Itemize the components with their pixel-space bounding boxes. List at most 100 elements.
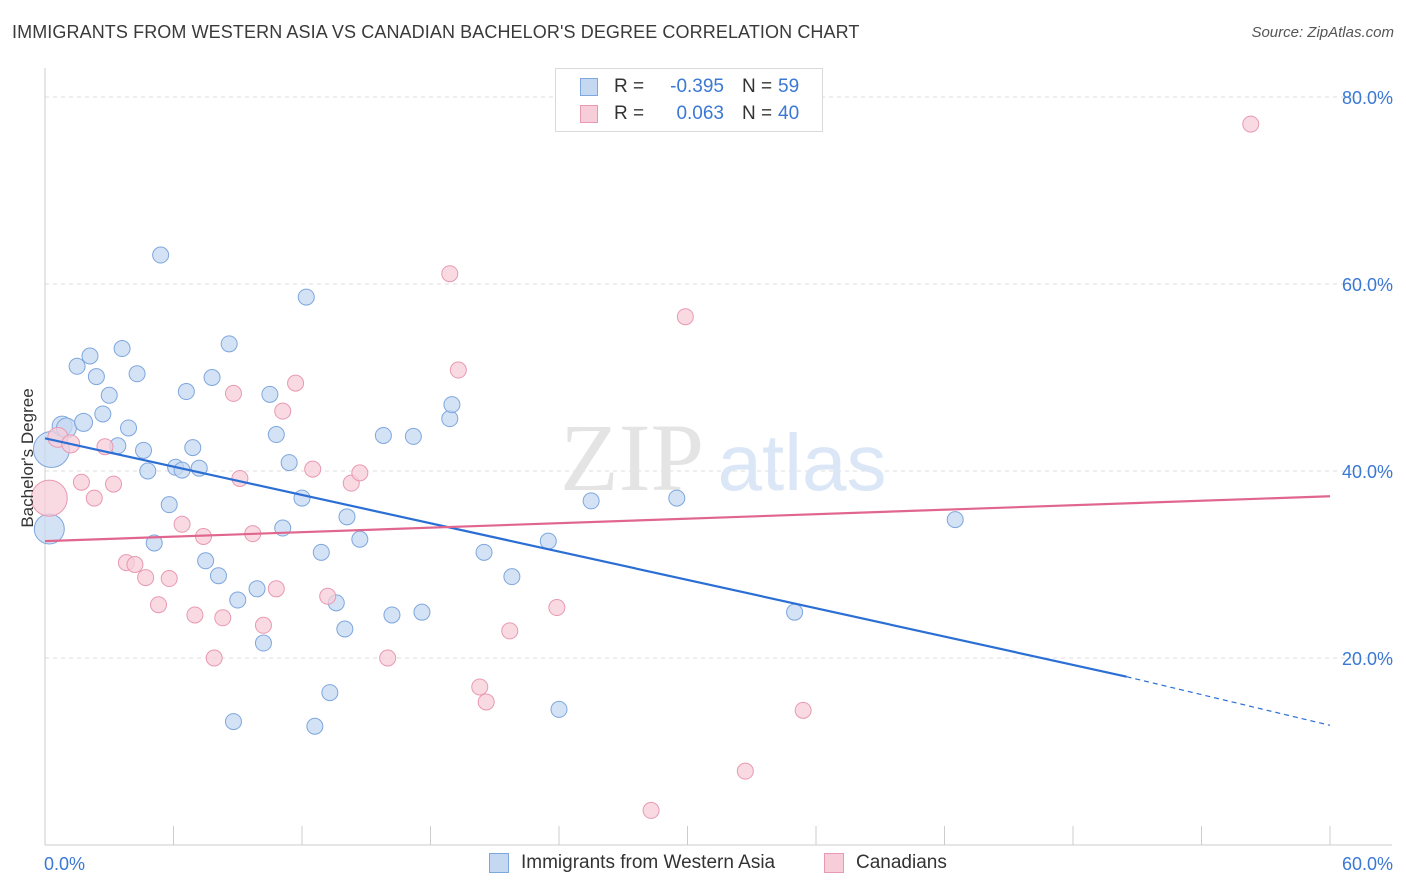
series-legend: Immigrants from Western Asia Canadians bbox=[0, 852, 1406, 876]
chart-title: IMMIGRANTS FROM WESTERN ASIA VS CANADIAN… bbox=[12, 22, 860, 42]
data-point-pink bbox=[173, 515, 191, 533]
data-point-blue bbox=[68, 357, 86, 375]
data-point-pink bbox=[85, 489, 103, 507]
data-point-blue bbox=[413, 603, 431, 621]
data-point-pink bbox=[676, 308, 694, 326]
data-point-pink bbox=[794, 701, 812, 719]
legend-r-label: R = bbox=[614, 76, 645, 97]
data-point-blue bbox=[74, 412, 94, 432]
data-point-blue bbox=[293, 489, 311, 507]
legend-n-label: N = bbox=[742, 103, 773, 124]
data-point-pink bbox=[449, 361, 467, 379]
data-point-blue bbox=[229, 591, 247, 609]
data-point-blue bbox=[475, 543, 493, 561]
series-legend-item-pink[interactable]: Canadians bbox=[824, 852, 947, 874]
data-point-blue bbox=[306, 717, 324, 735]
data-point-blue bbox=[152, 246, 170, 264]
legend-n-label: N = bbox=[742, 76, 773, 97]
data-point-blue bbox=[100, 386, 118, 404]
data-point-blue bbox=[280, 454, 298, 472]
y-tick-label: 20.0% bbox=[1342, 649, 1393, 669]
data-point-blue bbox=[139, 462, 157, 480]
legend-row-blue: R = -0.395 N = 59 bbox=[580, 74, 799, 100]
data-point-blue bbox=[128, 365, 146, 383]
data-point-blue bbox=[113, 340, 131, 358]
data-point-blue bbox=[220, 335, 238, 353]
data-point-pink bbox=[319, 587, 337, 605]
data-point-blue bbox=[336, 620, 354, 638]
data-point-blue bbox=[33, 513, 65, 545]
data-point-blue bbox=[254, 634, 272, 652]
data-point-pink bbox=[642, 801, 660, 819]
data-point-pink bbox=[501, 622, 519, 640]
data-point-blue bbox=[321, 684, 339, 702]
data-point-blue bbox=[145, 534, 163, 552]
x-tick-label: 0.0% bbox=[44, 854, 85, 874]
series-swatch-pink bbox=[824, 853, 844, 873]
series-legend-label: Immigrants from Western Asia bbox=[521, 852, 776, 873]
trend-line-pink bbox=[44, 495, 1331, 543]
data-point-blue bbox=[135, 441, 153, 459]
data-point-pink bbox=[254, 616, 272, 634]
data-point-pink bbox=[351, 464, 369, 482]
data-point-pink bbox=[126, 556, 144, 573]
data-point-blue bbox=[441, 410, 459, 428]
data-point-pink bbox=[267, 580, 285, 598]
data-point-blue bbox=[374, 426, 392, 444]
correlation-legend: R = -0.395 N = 59 R = 0.063 N = 40 bbox=[555, 68, 823, 132]
legend-n-value: 40 bbox=[778, 103, 800, 124]
data-point-blue bbox=[383, 606, 401, 624]
data-point-pink bbox=[548, 599, 566, 617]
y-axis-label: Bachelor's Degree bbox=[18, 388, 37, 528]
source-label: Source: ZipAtlas.com bbox=[1251, 24, 1394, 41]
tick-label-layer: 20.0% 40.0% 60.0% 80.0% 0.0% 60.0% bbox=[44, 88, 1393, 874]
data-point-pink bbox=[477, 693, 495, 711]
data-point-pink bbox=[105, 475, 123, 493]
data-point-blue bbox=[81, 347, 99, 365]
data-point-blue bbox=[203, 369, 221, 386]
data-point-blue bbox=[224, 713, 242, 731]
trend-line-blue-extension bbox=[1126, 676, 1331, 726]
data-point-blue bbox=[297, 288, 315, 306]
legend-row-pink: R = 0.063 N = 40 bbox=[580, 101, 799, 127]
data-point-blue bbox=[946, 511, 964, 529]
trend-line-blue bbox=[44, 437, 1127, 678]
data-point-blue bbox=[550, 700, 568, 718]
data-point-pink bbox=[160, 570, 178, 588]
data-point-blue bbox=[668, 489, 686, 507]
legend-swatch-pink bbox=[580, 105, 598, 123]
data-point-blue bbox=[209, 567, 227, 585]
series-legend-label: Canadians bbox=[856, 852, 947, 873]
data-point-pink bbox=[231, 469, 249, 487]
grid-layer bbox=[45, 96, 1392, 659]
trend-layer bbox=[44, 437, 1331, 726]
legend-r-value: 0.063 bbox=[676, 103, 724, 124]
data-point-pink bbox=[137, 569, 155, 587]
data-point-pink bbox=[304, 460, 322, 478]
data-point-blue bbox=[120, 419, 138, 437]
data-point-blue bbox=[312, 543, 330, 561]
data-point-pink bbox=[205, 649, 223, 667]
legend-r-value: -0.395 bbox=[670, 76, 724, 97]
legend-r-label: R = bbox=[614, 103, 645, 124]
data-point-pink bbox=[471, 678, 489, 696]
legend-swatch-blue bbox=[580, 78, 598, 96]
legend-n-value: 59 bbox=[778, 76, 800, 97]
series-legend-item-blue[interactable]: Immigrants from Western Asia bbox=[489, 852, 775, 874]
data-point-blue bbox=[503, 568, 521, 586]
data-point-blue bbox=[87, 368, 105, 386]
data-point-pink bbox=[214, 609, 232, 627]
data-point-pink bbox=[441, 265, 459, 283]
data-point-pink bbox=[30, 479, 68, 517]
data-point-blue bbox=[261, 385, 279, 403]
data-point-blue bbox=[94, 405, 112, 423]
data-point-pink bbox=[224, 384, 242, 402]
data-point-pink bbox=[150, 596, 168, 614]
data-point-pink bbox=[72, 473, 90, 491]
data-point-pink bbox=[186, 606, 204, 624]
y-tick-label: 40.0% bbox=[1342, 462, 1393, 482]
data-point-blue bbox=[539, 532, 557, 550]
data-point-blue bbox=[177, 383, 195, 401]
data-point-pink bbox=[1242, 115, 1260, 133]
